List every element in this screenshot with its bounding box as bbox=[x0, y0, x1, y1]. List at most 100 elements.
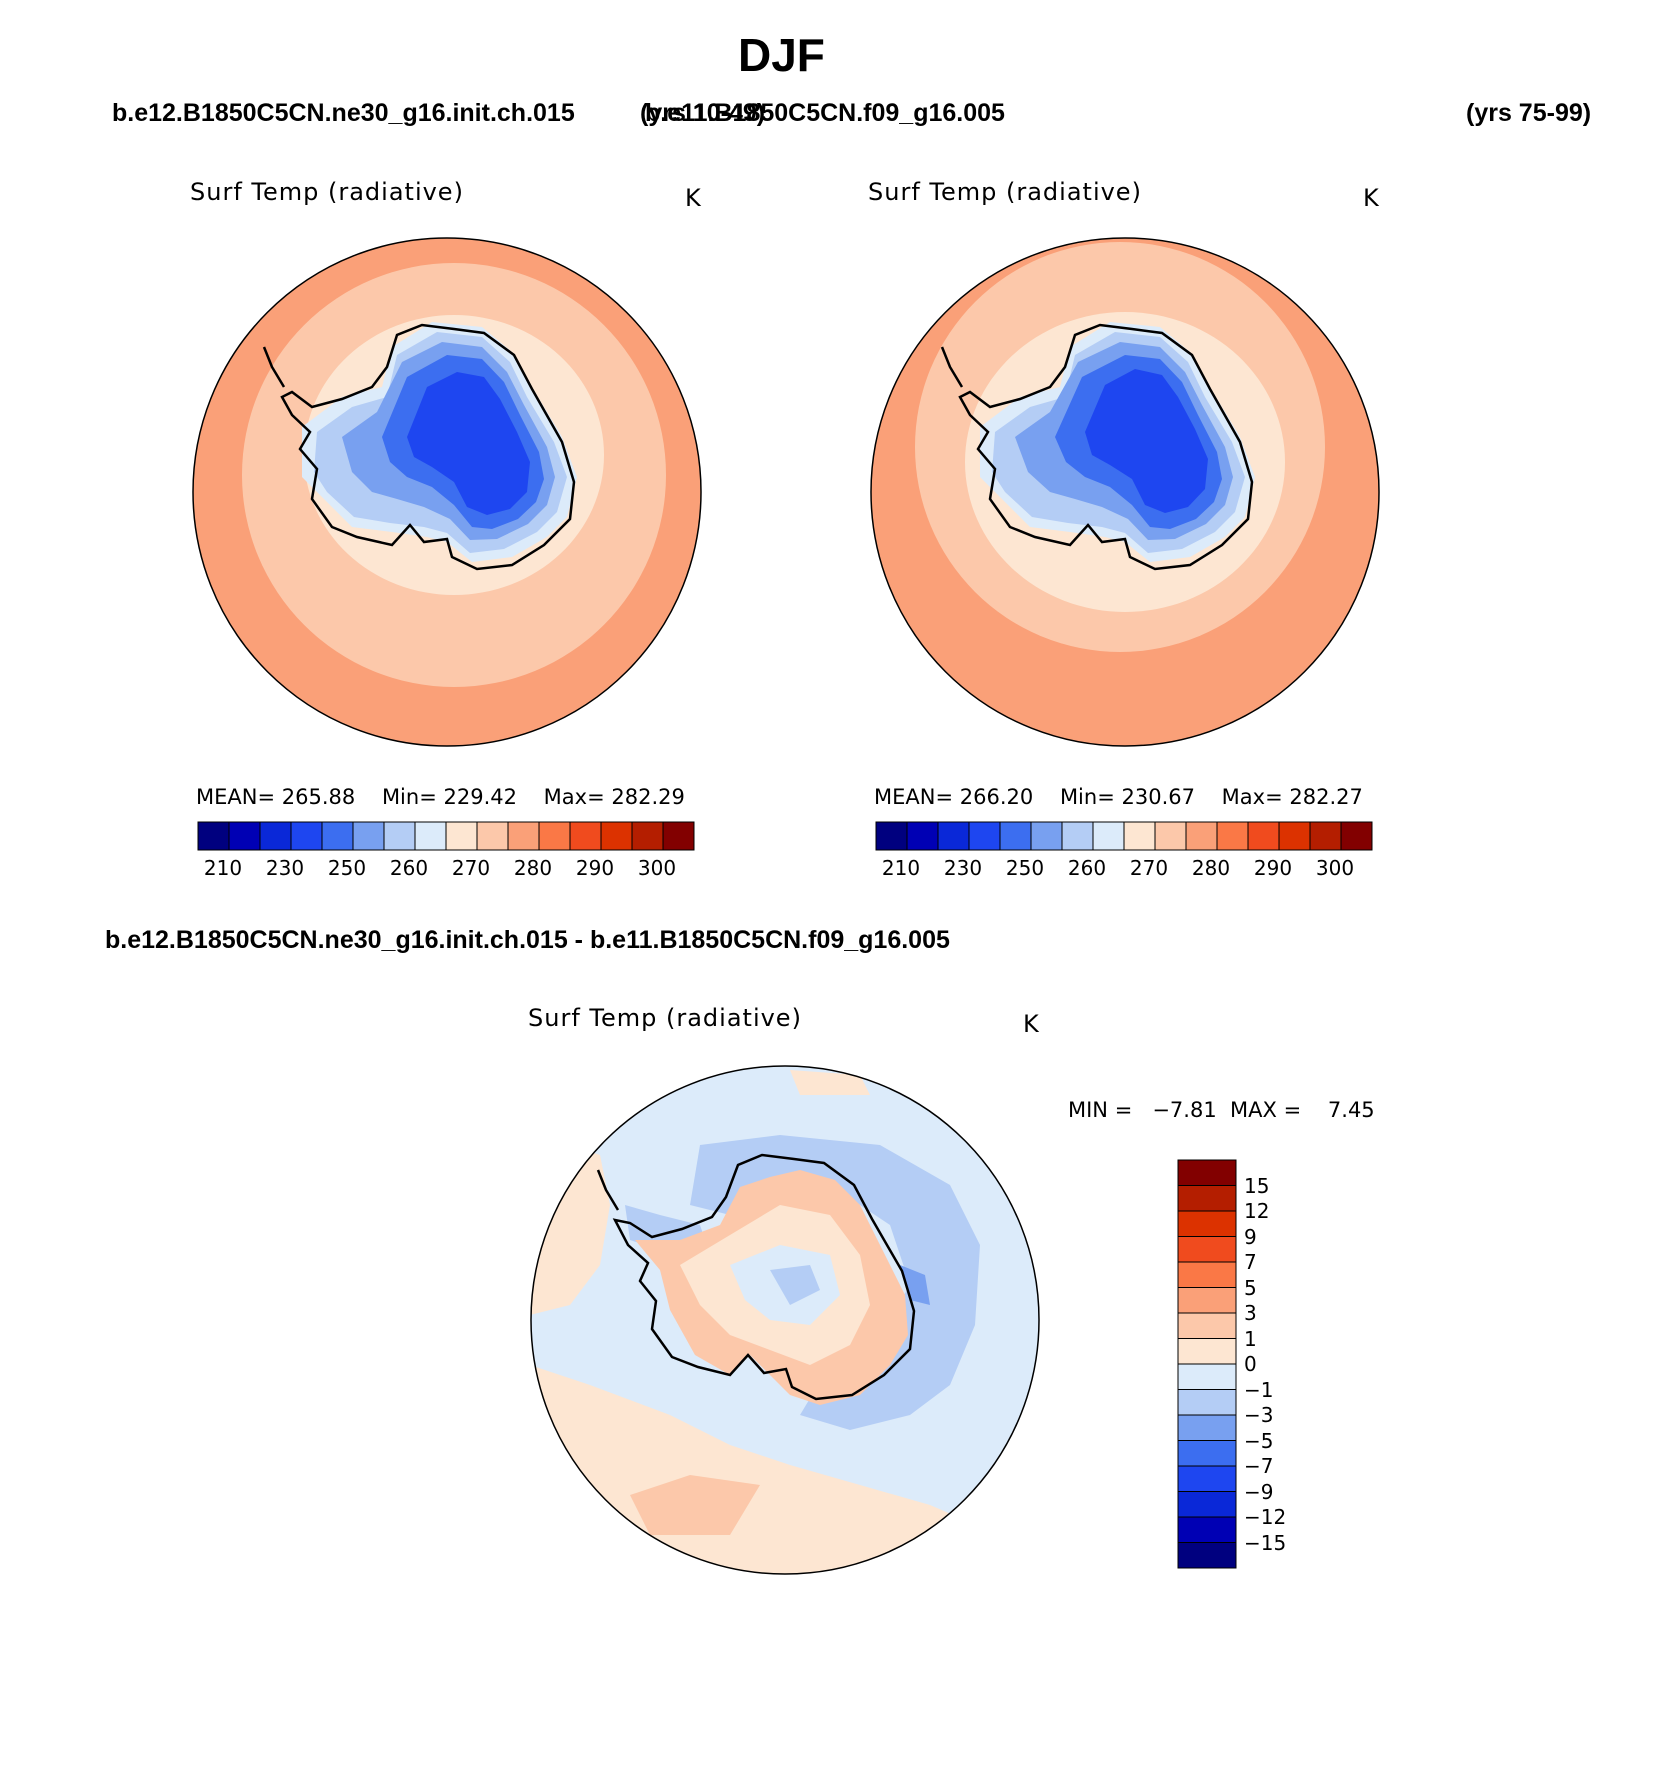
colorbar-swatch bbox=[631, 821, 664, 851]
panel3-variable-label: Surf Temp (radiative) bbox=[528, 1004, 802, 1032]
panel2-mean-label: MEAN= bbox=[874, 785, 954, 809]
colorbar-swatch bbox=[538, 821, 571, 851]
case2-name: b.e11.B1850C5CN.f09_g16.005 bbox=[645, 99, 1005, 127]
colorbar-tick-label: −3 bbox=[1244, 1403, 1274, 1427]
colorbar-swatch bbox=[1177, 1185, 1237, 1212]
colorbar-swatch bbox=[1177, 1414, 1237, 1441]
colorbar-swatch bbox=[1092, 821, 1125, 851]
panel3-colorbar-ticks: 15 12 9 7 5 3 1 0 −1 −3 −5 −7 −9 −12 −15 bbox=[1244, 1160, 1324, 1568]
colorbar-swatch bbox=[875, 821, 908, 851]
colorbar-tick-label: −12 bbox=[1244, 1505, 1287, 1529]
colorbar-swatch bbox=[259, 821, 292, 851]
colorbar-tick-label: 0 bbox=[1244, 1352, 1257, 1376]
panel2-variable-label: Surf Temp (radiative) bbox=[868, 178, 1142, 206]
colorbar-swatch bbox=[1177, 1363, 1237, 1390]
colorbar-tick-label: 260 bbox=[1067, 856, 1107, 880]
colorbar-swatch bbox=[476, 821, 509, 851]
colorbar-swatch bbox=[569, 821, 602, 851]
antarctica-interior-cold bbox=[1085, 369, 1208, 513]
panel2-stats: MEAN= 266.20 Min= 230.67 Max= 282.27 bbox=[874, 785, 1363, 809]
colorbar-swatch bbox=[383, 821, 416, 851]
antarctica-coastline bbox=[958, 323, 1254, 571]
colorbar-swatch bbox=[1177, 1491, 1237, 1518]
colorbar-swatch bbox=[1247, 821, 1280, 851]
colorbar-tick-label: 3 bbox=[1244, 1301, 1257, 1325]
colorbar-tick-label: 210 bbox=[203, 856, 243, 880]
case2-years: (yrs 75-99) bbox=[1466, 99, 1592, 127]
panel1-min-value: 229.42 bbox=[443, 785, 517, 809]
panel1-colorbar-ticks: 210 230 250 260 270 280 290 300 bbox=[198, 856, 694, 882]
panel1-min-label: Min= bbox=[381, 785, 437, 809]
antarctica-interior-cold bbox=[407, 372, 530, 515]
colorbar-tick-label: 230 bbox=[265, 856, 305, 880]
colorbar-tick-label: 250 bbox=[327, 856, 367, 880]
colorbar-tick-label: −7 bbox=[1244, 1454, 1274, 1478]
colorbar-swatch bbox=[1340, 821, 1373, 851]
antarctica-coastline bbox=[280, 323, 576, 571]
panel2-max-label: Max= bbox=[1221, 785, 1283, 809]
colorbar-swatch bbox=[1177, 1338, 1237, 1365]
panel1-mean-label: MEAN= bbox=[196, 785, 276, 809]
colorbar-swatch bbox=[906, 821, 939, 851]
panel3-diff-map bbox=[530, 1065, 1040, 1575]
colorbar-tick-label: −5 bbox=[1244, 1428, 1274, 1453]
colorbar-swatch bbox=[999, 821, 1032, 851]
panel1-stats: MEAN= 265.88 Min= 229.42 Max= 282.29 bbox=[196, 785, 685, 809]
panel3-stats: MIN = −7.81 MAX = 7.45 bbox=[1068, 1098, 1375, 1122]
colorbar-tick-label: 210 bbox=[881, 856, 921, 880]
panel2-map bbox=[870, 237, 1380, 747]
colorbar-swatch bbox=[1177, 1389, 1237, 1416]
colorbar-tick-label: −1 bbox=[1244, 1377, 1274, 1402]
colorbar-tick-label: 250 bbox=[1005, 856, 1045, 880]
colorbar-tick-label: 9 bbox=[1244, 1224, 1257, 1249]
colorbar-swatch bbox=[507, 821, 540, 851]
colorbar-swatch bbox=[1177, 1542, 1237, 1569]
colorbar-tick-label: 1 bbox=[1244, 1326, 1257, 1351]
panel1-units-label: K bbox=[685, 184, 702, 212]
antarctica-coastline bbox=[612, 1153, 916, 1401]
panel3-colorbar bbox=[1177, 1159, 1237, 1569]
colorbar-swatch bbox=[1177, 1312, 1237, 1339]
panel1-variable-label: Surf Temp (radiative) bbox=[190, 178, 464, 206]
panel3-units-label: K bbox=[1023, 1010, 1040, 1038]
colorbar-swatch bbox=[1177, 1440, 1237, 1467]
panel1-map bbox=[192, 237, 702, 747]
colorbar-swatch bbox=[968, 821, 1001, 851]
colorbar-swatch bbox=[1177, 1261, 1237, 1288]
colorbar-swatch bbox=[1177, 1465, 1237, 1492]
panel1-mean-value: 265.88 bbox=[281, 785, 356, 809]
colorbar-swatch bbox=[1177, 1287, 1237, 1314]
panel3-max-value: 7.45 bbox=[1327, 1098, 1375, 1122]
colorbar-swatch bbox=[352, 821, 385, 851]
colorbar-tick-label: 12 bbox=[1244, 1199, 1270, 1223]
season-title: DJF bbox=[738, 29, 825, 81]
panel1-colorbar bbox=[197, 821, 695, 851]
colorbar-swatch bbox=[290, 821, 323, 851]
colorbar-tick-label: 270 bbox=[451, 856, 491, 880]
colorbar-swatch bbox=[1154, 821, 1187, 851]
colorbar-swatch bbox=[414, 821, 447, 851]
panel3-min-label: MIN = bbox=[1068, 1098, 1133, 1122]
panel2-max-value: 282.27 bbox=[1289, 785, 1363, 809]
panel2-min-value: 230.67 bbox=[1121, 785, 1195, 809]
colorbar-tick-label: 260 bbox=[389, 856, 429, 880]
colorbar-tick-label: −9 bbox=[1244, 1479, 1274, 1504]
colorbar-tick-label: 5 bbox=[1244, 1275, 1257, 1300]
panel3-max-label: MAX = bbox=[1230, 1098, 1302, 1122]
map-boundary bbox=[530, 1065, 1040, 1575]
panel2-min-label: Min= bbox=[1059, 785, 1115, 809]
panel2-colorbar bbox=[875, 821, 1373, 851]
map-boundary bbox=[192, 237, 702, 747]
colorbar-tick-label: 230 bbox=[943, 856, 983, 880]
colorbar-swatch bbox=[1123, 821, 1156, 851]
colorbar-swatch bbox=[1216, 821, 1249, 851]
colorbar-tick-label: −15 bbox=[1244, 1530, 1287, 1555]
colorbar-tick-label: 280 bbox=[513, 856, 553, 880]
panel3-min-value: −7.81 bbox=[1152, 1098, 1217, 1122]
colorbar-tick-label: 7 bbox=[1244, 1250, 1257, 1274]
colorbar-swatch bbox=[1177, 1516, 1237, 1543]
colorbar-tick-label: 300 bbox=[1315, 856, 1355, 880]
colorbar-tick-label: 270 bbox=[1129, 856, 1169, 880]
panel2-mean-value: 266.20 bbox=[959, 785, 1034, 809]
colorbar-swatch bbox=[1030, 821, 1063, 851]
